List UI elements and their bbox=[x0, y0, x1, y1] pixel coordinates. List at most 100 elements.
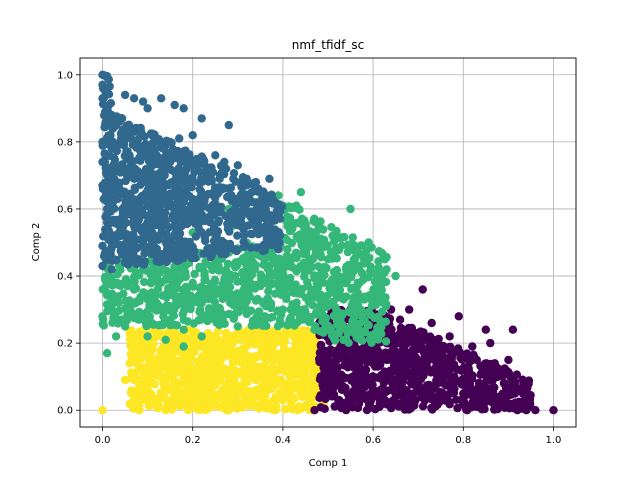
data-point bbox=[301, 365, 310, 375]
data-point bbox=[121, 200, 130, 209]
data-point bbox=[319, 328, 328, 337]
data-point bbox=[303, 277, 312, 287]
data-point bbox=[238, 277, 248, 286]
data-point bbox=[107, 275, 116, 284]
data-point bbox=[247, 212, 256, 221]
data-point bbox=[447, 351, 457, 360]
data-point bbox=[214, 216, 223, 226]
data-point bbox=[156, 354, 165, 364]
data-point bbox=[247, 362, 256, 371]
data-point bbox=[431, 402, 440, 411]
data-point bbox=[131, 373, 140, 383]
data-point bbox=[185, 237, 194, 247]
data-point bbox=[386, 366, 395, 375]
data-point bbox=[182, 285, 191, 294]
data-point bbox=[215, 361, 224, 371]
data-point bbox=[347, 284, 356, 294]
data-point bbox=[414, 369, 423, 378]
data-point bbox=[125, 245, 134, 254]
data-point bbox=[141, 347, 151, 357]
data-point bbox=[280, 405, 290, 414]
data-point bbox=[134, 124, 143, 133]
data-point bbox=[297, 214, 307, 223]
data-point bbox=[233, 161, 242, 170]
data-point bbox=[139, 338, 149, 347]
data-point bbox=[152, 399, 161, 408]
data-point bbox=[156, 388, 165, 397]
data-point bbox=[319, 278, 328, 287]
data-point bbox=[111, 238, 121, 247]
data-point bbox=[107, 110, 116, 120]
data-point bbox=[229, 313, 239, 322]
data-point bbox=[337, 385, 347, 394]
data-point bbox=[153, 160, 162, 169]
y-tick-label: 0.6 bbox=[57, 204, 73, 215]
data-point bbox=[102, 171, 112, 180]
data-point bbox=[364, 238, 373, 247]
data-point bbox=[256, 281, 265, 291]
data-point bbox=[309, 386, 319, 395]
data-point bbox=[260, 345, 270, 354]
x-tick-label: 1.0 bbox=[546, 435, 562, 446]
data-point bbox=[459, 389, 468, 398]
data-point bbox=[144, 183, 154, 193]
data-point bbox=[98, 70, 107, 80]
data-point bbox=[120, 90, 130, 100]
data-point bbox=[390, 359, 399, 368]
data-point bbox=[274, 245, 283, 254]
data-point bbox=[243, 377, 252, 386]
data-point bbox=[318, 356, 327, 366]
data-point bbox=[301, 261, 310, 271]
x-axis-label: Comp 1 bbox=[309, 458, 348, 469]
data-point bbox=[170, 167, 179, 176]
data-point bbox=[335, 396, 344, 405]
data-point bbox=[143, 295, 152, 304]
data-point bbox=[474, 387, 484, 397]
data-point bbox=[161, 359, 171, 368]
data-point bbox=[201, 275, 210, 284]
data-point bbox=[149, 320, 158, 329]
data-point bbox=[125, 151, 134, 160]
data-point bbox=[220, 157, 229, 167]
data-point bbox=[379, 378, 389, 387]
data-point bbox=[197, 217, 206, 226]
data-point bbox=[129, 94, 139, 103]
data-point bbox=[132, 166, 141, 175]
data-point bbox=[98, 181, 107, 190]
data-point bbox=[364, 307, 373, 316]
data-point bbox=[129, 285, 139, 294]
data-point bbox=[378, 350, 387, 359]
data-point bbox=[241, 336, 250, 346]
data-point bbox=[282, 294, 291, 304]
data-point bbox=[461, 402, 470, 411]
data-point bbox=[296, 404, 306, 413]
data-point bbox=[116, 214, 125, 224]
data-point bbox=[215, 389, 224, 398]
data-point bbox=[244, 221, 253, 230]
data-point bbox=[161, 194, 170, 204]
data-point bbox=[217, 339, 226, 348]
data-point bbox=[242, 251, 251, 261]
data-point bbox=[242, 174, 251, 183]
data-point bbox=[228, 347, 237, 356]
data-point bbox=[239, 391, 249, 401]
data-point bbox=[171, 400, 181, 409]
data-point bbox=[150, 220, 159, 230]
data-point bbox=[303, 356, 312, 366]
data-point bbox=[423, 345, 432, 354]
data-point bbox=[116, 164, 125, 173]
data-point bbox=[229, 399, 239, 408]
data-point bbox=[341, 373, 350, 382]
data-point bbox=[332, 355, 342, 365]
data-point bbox=[350, 302, 360, 311]
data-point bbox=[98, 157, 107, 167]
data-point bbox=[220, 352, 229, 361]
data-point bbox=[212, 231, 221, 240]
y-axis-label: Comp 2 bbox=[31, 223, 42, 262]
data-point bbox=[152, 257, 161, 266]
data-point bbox=[162, 229, 171, 239]
data-point bbox=[233, 386, 242, 395]
data-point bbox=[381, 337, 391, 346]
data-point bbox=[184, 174, 193, 183]
